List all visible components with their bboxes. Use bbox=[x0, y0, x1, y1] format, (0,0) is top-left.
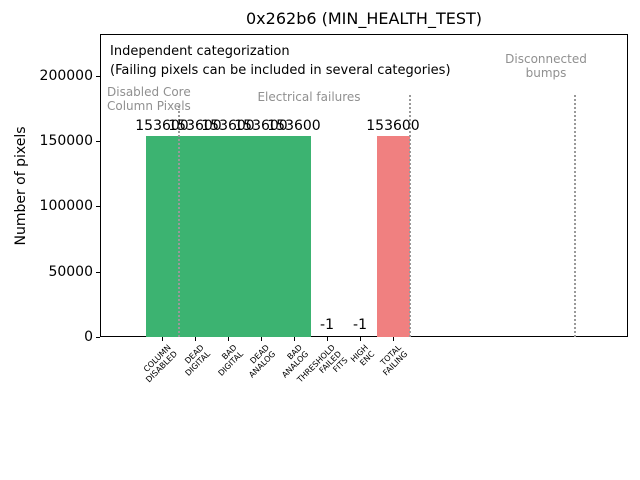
x-tick-label: COLUMN DISABLED bbox=[141, 343, 179, 385]
group-label-electrical-failures: Electrical failures bbox=[257, 90, 361, 104]
bar-value-label: -1 bbox=[320, 317, 334, 333]
y-tick-label: 200000 bbox=[39, 68, 93, 84]
group-label-disconnected-bumps: Disconnected bumps bbox=[505, 52, 587, 80]
bar-value-label: 153600 bbox=[201, 118, 255, 134]
x-tick-mark bbox=[228, 337, 229, 341]
bar-column-disabled bbox=[146, 136, 179, 337]
y-tick-label: 50000 bbox=[48, 264, 93, 280]
bar-dead-analog bbox=[245, 136, 278, 337]
x-tick-label: HIGH ENC bbox=[349, 343, 377, 368]
bar-value-label: 153600 bbox=[234, 118, 288, 134]
x-tick-mark bbox=[195, 337, 196, 341]
x-tick-mark bbox=[360, 337, 361, 341]
x-tick-mark bbox=[294, 337, 295, 341]
x-tick-mark bbox=[327, 337, 328, 341]
bar-value-label: 153600 bbox=[168, 118, 222, 134]
y-tick-mark bbox=[96, 76, 100, 77]
y-tick-label: 150000 bbox=[39, 133, 93, 149]
group-separator-line bbox=[178, 106, 180, 337]
x-tick-label: BAD DIGITAL bbox=[216, 343, 245, 378]
bar-bad-digital bbox=[212, 136, 245, 337]
annotation-independent: Independent categorization bbox=[110, 44, 290, 59]
bar-bad-analog bbox=[278, 136, 311, 337]
y-tick-mark bbox=[96, 337, 100, 338]
x-tick-mark bbox=[393, 337, 394, 341]
x-tick-label: DEAD DIGITAL bbox=[182, 343, 212, 378]
x-tick-mark bbox=[261, 337, 262, 341]
bar-total-failing bbox=[377, 136, 410, 337]
y-tick-label: 100000 bbox=[39, 198, 93, 214]
y-tick-mark bbox=[96, 272, 100, 273]
bar-value-label: 153600 bbox=[267, 118, 321, 134]
group-label-disabled-core: Disabled Core Column Pixels bbox=[107, 85, 191, 113]
bar-value-label: 153600 bbox=[366, 118, 420, 134]
x-tick-mark bbox=[162, 337, 163, 341]
bar-value-label: -1 bbox=[353, 317, 367, 333]
y-tick-label: 0 bbox=[84, 329, 93, 345]
x-tick-label: TOTAL FAILING bbox=[379, 343, 410, 378]
bar-value-label: 153600 bbox=[135, 118, 189, 134]
group-separator-line bbox=[409, 95, 411, 337]
annotation-categories-note: (Failing pixels can be included in sever… bbox=[110, 63, 451, 78]
y-tick-mark bbox=[96, 206, 100, 207]
bar-dead-digital bbox=[179, 136, 212, 337]
group-separator-line bbox=[574, 95, 576, 337]
x-tick-label: DEAD ANALOG bbox=[247, 343, 278, 380]
y-tick-mark bbox=[96, 141, 100, 142]
chart-title: 0x262b6 (MIN_HEALTH_TEST) bbox=[246, 9, 482, 28]
